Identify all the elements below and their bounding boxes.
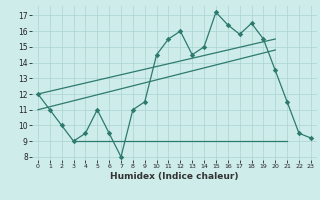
- X-axis label: Humidex (Indice chaleur): Humidex (Indice chaleur): [110, 172, 239, 181]
